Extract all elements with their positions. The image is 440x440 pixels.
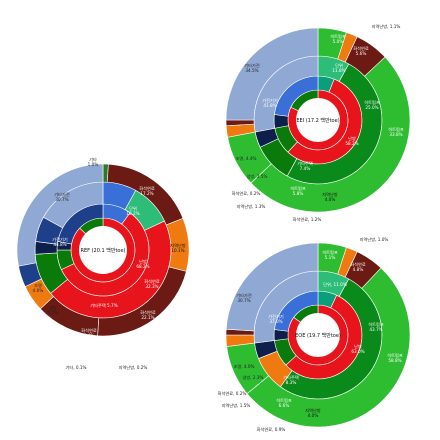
eoe-label-10: 히트펌프 6.6% <box>276 397 292 408</box>
ref-label-light: 조명 4.0% <box>33 282 44 293</box>
eei-center-label: EEI (17.2 백만toe) <box>296 117 339 124</box>
eoe-label-1: 히트펌프 5.1% <box>322 249 338 260</box>
ref-label-devices: 가전기기 43.8% <box>52 236 68 247</box>
ref-label-appliance: 기타가전 30.7% <box>54 191 70 202</box>
eei-label-3: 기타가전 34.5% <box>244 62 260 73</box>
ref-center-label: REF (20.1 백만toe) <box>80 247 125 254</box>
eoe-center <box>296 313 340 357</box>
eoe-label-15: 지역난방, 1.5% <box>222 402 251 409</box>
ref-outer-segment <box>16 163 104 267</box>
eei-label-2: 화석연료 5.6% <box>353 45 369 56</box>
eei-sunburst: EEI (17.2 백만toe) 지역난방, 1.1% 히트펌프 5.0% 화석연료 5.… <box>225 23 411 223</box>
ref-label-housing: 기타주택 5.7% <box>90 302 117 309</box>
eei-label-1: 히트펌프 5.0% <box>330 33 346 44</box>
eoe-outer-segment <box>225 242 319 332</box>
eoe-label-3: 기타가전 30.7% <box>236 292 252 303</box>
eei-label-8: 난방 58.2% <box>345 135 358 146</box>
ref-label-dh2: 지역난방, 0.2% <box>119 364 148 371</box>
eei-label-11: 지역난방 4.0% <box>322 191 338 202</box>
eoe-label-6: 히트펌프 43.7% <box>368 321 384 332</box>
eei-label-5: 단위 11.8% <box>332 62 345 73</box>
ref-label-fossil3: 화석연료 22.1% <box>140 309 156 320</box>
eei-label-7: 히트펌프 33.8% <box>388 126 404 137</box>
eei-label-6: 히트펌프 25.0% <box>364 99 380 110</box>
eoe-label-5: 단위, 11.0% <box>323 281 347 288</box>
eoe-label-14: 화석연료, 0.2% <box>218 390 247 397</box>
eoe-label-4: 가전기기 37.0% <box>268 313 284 324</box>
ref-center <box>79 226 127 274</box>
ref-label-other2: 기타, 0.1% <box>65 364 86 371</box>
ref-sunburst: REF (20.1 백만toe) 기타가전 30.7% 기타 1.0% 화석연료 17.2%… <box>16 156 190 371</box>
eei-label-4: 가전기기 41.8% <box>262 97 278 108</box>
eei-label-9: 기타주택 7.4% <box>297 160 313 171</box>
eoe-center-label: EOE (19.7 백만toe) <box>295 332 341 339</box>
eoe-label-7: 히트펌프 58.8% <box>387 352 403 363</box>
eoe-label-12: 조명, 4.0% <box>233 363 254 369</box>
eei-label-13: 냉방, 2.5% <box>246 173 267 179</box>
eei-center <box>296 98 340 142</box>
eoe-label-9: 기타주택 8.3% <box>283 374 299 385</box>
eei-label-16: 화석연료, 1.2% <box>293 216 322 223</box>
ref-label-fossil2: 화석연료 32.3% <box>144 278 160 289</box>
ref-label-other: 기타 1.0% <box>88 156 99 167</box>
eei-label-10: 히트펌프 5.8% <box>290 185 306 196</box>
ref-label-cool: 냉방 9.1% <box>48 304 59 315</box>
eei-label-12: 조명, 4.4% <box>235 155 256 161</box>
eei-label-14: 화석연료, 0.2% <box>232 190 261 197</box>
eei-outer-segment <box>250 56 411 213</box>
eoe-sunburst: EOE (19.7 백만toe) 지역난방, 1.0% 히트펌프 5.1% 화석연료 4.… <box>218 236 411 433</box>
eei-ring2-segment <box>273 114 289 129</box>
eoe-label-13: 냉방, 2.3% <box>242 374 263 380</box>
eei-label-0: 지역난방, 1.1% <box>372 23 401 30</box>
ref-label-dh: 지역난방 10.1% <box>170 242 186 253</box>
eoe-label-0: 지역난방, 1.0% <box>360 236 389 243</box>
ref-label-fossil4: 화석연료 5.4% <box>81 327 97 338</box>
ref-label-heating: 난방 68.2% <box>136 258 149 269</box>
eoe-label-16: 화석연료, 0.9% <box>257 426 286 433</box>
eoe-label-8: 난방 63.0% <box>351 343 364 354</box>
eoe-label-2: 화석연료 4.8% <box>350 261 366 272</box>
eoe-label-11: 지역난방 4.0% <box>305 407 321 418</box>
ref-label-unit: 단위 18.2% <box>126 205 139 216</box>
eoe-outer-segment <box>246 267 411 428</box>
eei-label-15: 지역난방, 1.3% <box>237 203 266 210</box>
ref-label-fossil1: 화석연료 17.2% <box>139 185 155 196</box>
eei-outer-segment <box>225 27 319 121</box>
